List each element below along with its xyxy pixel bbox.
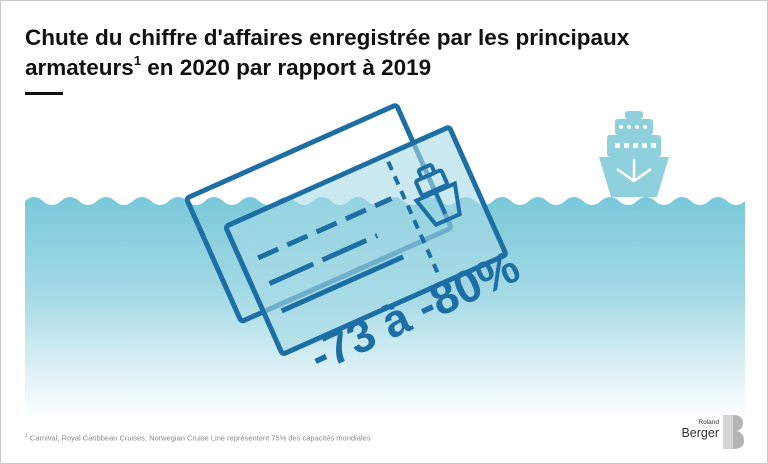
ticket-ship-icon [413, 163, 462, 228]
logo-roland-text: Roland [698, 419, 719, 426]
title-line-2-suffix: en 2020 par rapport à 2019 [141, 55, 432, 80]
title-line-2-prefix: armateurs [25, 55, 134, 80]
title-line-1: Chute du chiffre d'affaires enregistrée … [25, 25, 630, 50]
cruise-ship-icon [599, 111, 669, 197]
footnote-text: Carnival, Royal Caribbean Cruises, Norwe… [27, 433, 371, 443]
title-footnote-marker: 1 [133, 52, 142, 68]
logo-berger-text: Berger [681, 426, 719, 440]
roland-berger-logo: Roland Berger [665, 413, 749, 453]
page-title: Chute du chiffre d'affaires enregistrée … [25, 23, 745, 83]
ticket-icon [223, 125, 508, 356]
footnote-marker: 1 [25, 433, 28, 439]
title-underline [25, 92, 63, 95]
roland-berger-logo-icon [723, 415, 744, 449]
footnote: 1 Carnival, Royal Caribbean Cruises, Nor… [25, 433, 370, 443]
